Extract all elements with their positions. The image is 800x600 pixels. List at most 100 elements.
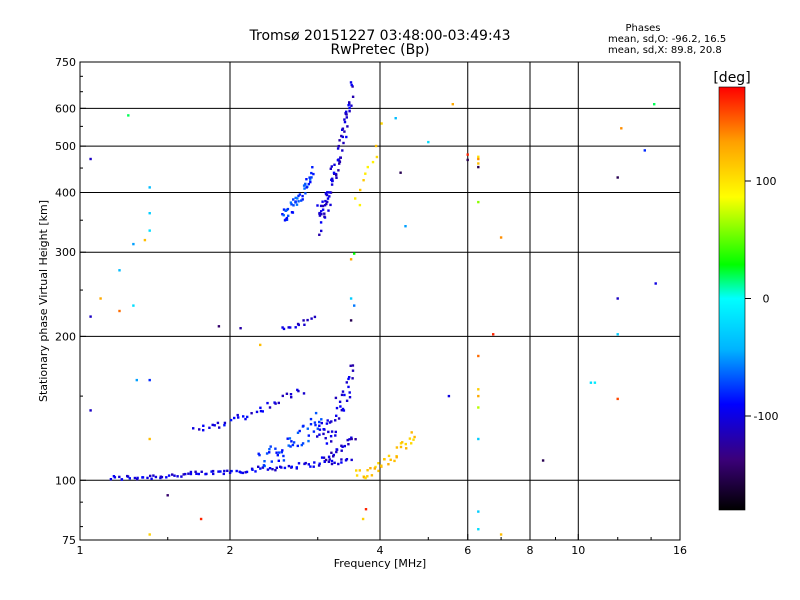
data-point: [302, 184, 306, 187]
data-point: [343, 130, 346, 133]
data-point: [277, 401, 280, 405]
data-point: [341, 445, 344, 448]
data-point: [316, 204, 319, 207]
data-point: [301, 194, 304, 198]
data-point: [204, 472, 207, 476]
data-point: [477, 394, 480, 398]
data-point: [208, 426, 211, 429]
data-point: [408, 437, 412, 440]
phases-stats-line2: mean, sd,X: 89.8, 20.8: [608, 45, 722, 56]
data-point: [310, 317, 313, 320]
y-tick-label: 75: [62, 534, 76, 547]
data-point: [336, 159, 340, 162]
data-point: [135, 378, 138, 382]
data-point: [337, 169, 340, 172]
axis-ticks: [79, 61, 681, 541]
x-tick-label: 1: [77, 544, 84, 557]
data-point: [343, 393, 346, 397]
data-point: [275, 466, 278, 469]
data-point: [296, 444, 299, 448]
data-point: [89, 409, 92, 412]
data-point: [182, 473, 185, 476]
data-point: [654, 282, 657, 285]
data-point: [298, 429, 301, 433]
data-point: [380, 464, 383, 467]
data-point: [282, 214, 285, 217]
data-point: [286, 437, 289, 440]
data-point: [237, 416, 240, 419]
data-point: [281, 449, 284, 452]
data-point: [261, 466, 265, 469]
data-point: [202, 429, 205, 432]
data-point: [324, 437, 327, 440]
data-point: [180, 475, 183, 478]
data-point: [345, 116, 348, 119]
data-point: [297, 389, 300, 393]
data-point: [294, 201, 297, 204]
data-point: [268, 448, 271, 451]
data-point: [334, 396, 338, 400]
data-point: [303, 323, 306, 326]
data-point: [244, 471, 247, 474]
data-point: [198, 428, 201, 431]
data-point: [350, 458, 353, 462]
data-point: [302, 392, 306, 395]
data-point: [345, 113, 348, 116]
data-point: [321, 200, 324, 203]
data-point: [348, 376, 351, 379]
data-point: [148, 533, 151, 536]
data-point: [229, 418, 233, 422]
data-point: [308, 176, 311, 179]
data-point: [277, 459, 280, 462]
data-point: [323, 212, 326, 215]
data-point: [268, 467, 272, 470]
y-tick-label: 400: [55, 186, 76, 199]
data-point: [348, 438, 351, 441]
data-point: [477, 388, 480, 391]
colorbar-tick-label: 100: [756, 175, 777, 188]
data-point: [643, 149, 646, 152]
data-point: [304, 192, 307, 195]
data-point: [242, 415, 245, 418]
data-point: [128, 477, 131, 480]
data-point: [281, 394, 284, 398]
data-point: [285, 216, 289, 220]
x-tick-label: 2: [227, 544, 234, 557]
data-point: [149, 474, 152, 478]
y-tick-label: 600: [55, 102, 76, 115]
data-point: [309, 465, 312, 468]
data-point: [280, 451, 283, 454]
data-point: [330, 430, 334, 433]
data-point: [321, 208, 325, 211]
data-point: [328, 458, 331, 461]
data-point: [184, 472, 187, 476]
data-point: [346, 438, 349, 442]
data-point: [306, 318, 309, 322]
data-point: [318, 424, 321, 427]
data-point: [326, 197, 330, 200]
data-point: [338, 159, 341, 162]
data-point: [589, 381, 593, 384]
data-point: [241, 471, 244, 475]
data-point: [290, 440, 293, 443]
data-point: [335, 174, 338, 177]
data-point: [318, 233, 321, 236]
data-point: [199, 517, 203, 521]
data-point: [132, 242, 135, 246]
data-point: [317, 464, 321, 467]
data-point: [451, 103, 454, 106]
data-point: [345, 381, 348, 384]
colorbar: [718, 86, 746, 511]
data-point: [499, 236, 503, 239]
y-tick-label: 300: [55, 246, 76, 259]
data-point: [373, 467, 376, 470]
data-point: [335, 176, 338, 179]
data-point: [345, 399, 349, 402]
data-point: [340, 393, 344, 397]
y-axis-label: Stationary phase Virtual Height [km]: [37, 200, 50, 402]
data-point: [361, 517, 365, 521]
data-point: [195, 472, 198, 475]
data-point: [366, 469, 369, 472]
data-point: [341, 127, 345, 130]
data-point: [329, 191, 333, 194]
